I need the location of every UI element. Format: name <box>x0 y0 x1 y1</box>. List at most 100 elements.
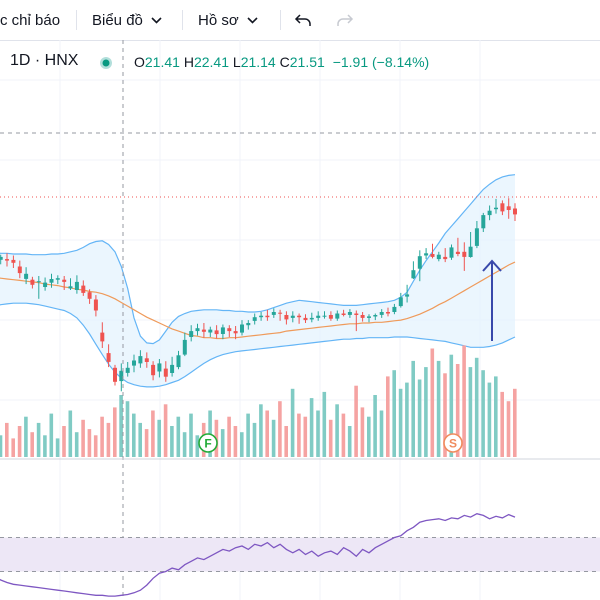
candle-body <box>189 331 194 337</box>
volume-bar <box>240 432 244 457</box>
undo-button[interactable] <box>294 0 312 40</box>
volume-bar <box>0 435 3 457</box>
candle-body <box>220 327 225 334</box>
volume-bar <box>170 426 174 457</box>
volume-bar <box>513 388 517 457</box>
candle <box>468 232 473 258</box>
candle-body <box>360 315 365 318</box>
candle <box>487 205 492 221</box>
volume-bar <box>151 410 155 457</box>
candle-body <box>284 315 289 320</box>
volume-bar <box>189 413 193 457</box>
candle-body <box>328 315 333 319</box>
candle-body <box>157 363 162 372</box>
candle <box>55 275 60 285</box>
volume-bar <box>74 432 79 457</box>
candle-body <box>386 312 390 314</box>
candle <box>87 289 92 304</box>
bollinger-upper-line <box>0 174 516 345</box>
candle <box>138 350 143 368</box>
volume-bar <box>259 404 263 457</box>
volume-bar <box>455 364 460 457</box>
volume-bar <box>93 435 98 457</box>
low-label: L <box>232 54 241 70</box>
candle <box>195 323 200 336</box>
candle <box>43 277 48 291</box>
candle-body <box>398 297 403 307</box>
volume-bar <box>487 382 492 457</box>
chevron-down-icon <box>151 16 162 24</box>
volume-bar <box>138 422 142 457</box>
chart-menu-button[interactable]: Biểu đồ <box>92 0 162 40</box>
high-value: 22.41 <box>193 54 229 70</box>
volume-bar <box>278 401 282 457</box>
candle <box>132 354 136 373</box>
candle <box>151 361 156 381</box>
candle <box>214 325 219 339</box>
candle <box>189 325 194 342</box>
candle-body <box>5 259 9 261</box>
volume-bar <box>119 395 123 457</box>
candle-body <box>513 208 517 215</box>
candle-body <box>411 270 416 279</box>
indicators-button[interactable]: c chỉ báo <box>0 0 60 40</box>
volume-bar <box>354 385 358 457</box>
volume-bar <box>405 382 409 457</box>
candle <box>252 313 257 325</box>
candle-body <box>462 251 467 257</box>
volume-bar <box>11 438 15 457</box>
candle-body <box>138 356 143 364</box>
up-arrow-annotation <box>482 259 502 341</box>
volume-bar <box>125 401 130 457</box>
candle-body <box>297 315 302 318</box>
profile-menu-button[interactable]: Hồ sơ <box>198 0 258 40</box>
volume-bar <box>87 429 92 457</box>
candle-body <box>430 254 435 257</box>
candle <box>316 311 321 321</box>
candle-body <box>341 313 346 315</box>
redo-button[interactable] <box>336 0 354 40</box>
candle <box>74 275 79 294</box>
candle <box>360 312 365 322</box>
candle-body <box>474 228 479 246</box>
volume-bar <box>335 404 339 457</box>
chart-menu-label: Biểu đồ <box>92 11 143 29</box>
candle-body <box>106 353 111 362</box>
candle <box>506 198 511 219</box>
candle <box>347 309 352 318</box>
candle <box>436 251 441 262</box>
candle-body <box>367 316 371 318</box>
volume-bar <box>506 401 511 457</box>
bollinger-lower-line <box>0 302 516 388</box>
volume-bar <box>436 360 441 457</box>
candle <box>62 276 67 290</box>
candle <box>481 212 486 232</box>
symbol-interval-label[interactable]: 1D · HNX <box>10 52 79 69</box>
candle <box>0 254 3 265</box>
candle <box>11 255 16 268</box>
candle <box>201 323 206 338</box>
candle <box>367 314 371 323</box>
volume-bar <box>233 426 238 457</box>
candle-body <box>49 279 54 283</box>
candle-body <box>195 328 200 332</box>
candle <box>176 350 181 370</box>
volume-bar <box>411 360 415 457</box>
candle <box>398 292 403 308</box>
market-status-icon <box>99 56 113 70</box>
candle-body <box>271 312 276 315</box>
volume-bar <box>398 388 403 457</box>
volume-bar <box>449 354 454 457</box>
volume-bar <box>347 426 352 457</box>
volume-bar <box>30 432 34 457</box>
marker-circle <box>198 433 218 453</box>
volume-bar <box>106 422 111 457</box>
volume-bar <box>481 370 485 457</box>
candle <box>93 295 98 317</box>
candle-body <box>436 254 441 260</box>
toolbar-divider <box>76 10 77 30</box>
candle <box>233 326 238 340</box>
volume-bar <box>316 410 320 457</box>
volume-bar <box>68 410 73 457</box>
